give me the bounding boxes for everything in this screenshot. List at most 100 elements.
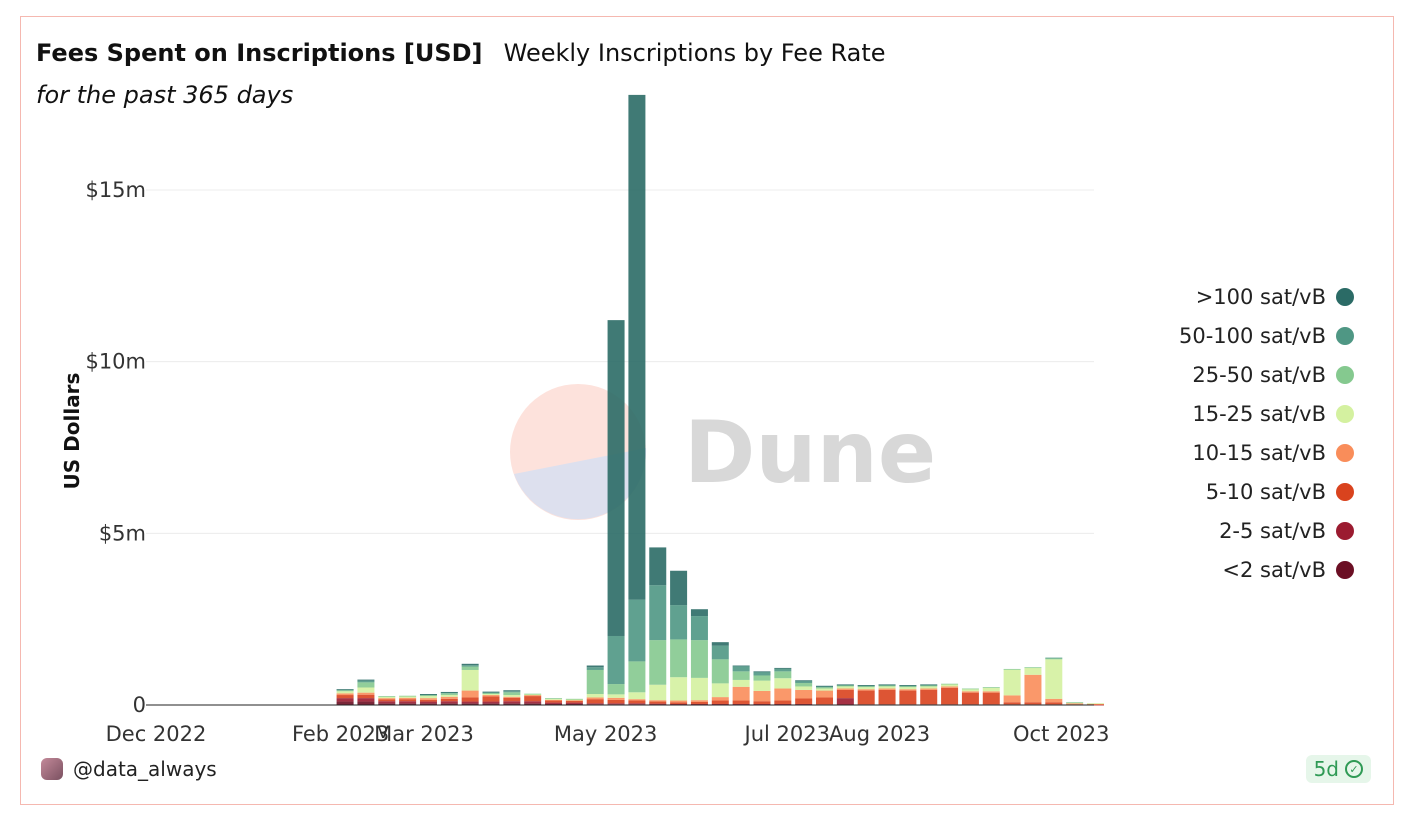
bar-segment xyxy=(836,688,854,690)
bar-segment xyxy=(1024,702,1042,705)
bar-segment xyxy=(461,697,479,702)
bar-segment xyxy=(378,696,396,699)
x-tick-label: Mar 2023 xyxy=(374,722,474,746)
bar-segment xyxy=(857,685,875,686)
bar-segment xyxy=(1024,674,1042,703)
bar-segment xyxy=(732,703,750,705)
bar-segment xyxy=(482,691,500,693)
bar-segment xyxy=(524,694,542,696)
bar-segment xyxy=(628,703,646,705)
bar-segment xyxy=(336,695,354,699)
bar-segment xyxy=(836,685,854,687)
bar-segment xyxy=(774,700,792,704)
bar-segment xyxy=(607,703,625,705)
bar-segment xyxy=(503,701,521,704)
bar-segment xyxy=(670,702,688,704)
bar-segment xyxy=(857,687,875,690)
bar-segment xyxy=(357,687,375,693)
bar-segment xyxy=(961,691,979,693)
bar-segment xyxy=(1003,668,1021,670)
bar-segment xyxy=(628,599,646,662)
bar-segment xyxy=(607,684,625,695)
legend-label: 5-10 sat/vB xyxy=(1206,480,1326,504)
bar-segment xyxy=(357,680,375,683)
bar-segment xyxy=(565,700,583,703)
freshness-label: 5d xyxy=(1313,757,1339,781)
bar-segment xyxy=(628,700,646,704)
bar-segment xyxy=(690,701,708,704)
bar-segment xyxy=(586,699,604,704)
bar-segment xyxy=(961,692,979,705)
bar-segment xyxy=(1003,669,1021,696)
chart-subtitle: Weekly Inscriptions by Fee Rate xyxy=(503,39,886,67)
bar-segment xyxy=(899,685,917,686)
avatar xyxy=(41,758,63,780)
bar-segment xyxy=(982,687,1000,688)
legend-marker xyxy=(1336,366,1354,384)
bar-segment xyxy=(878,689,896,705)
bar-segment xyxy=(795,680,813,682)
bar-segment xyxy=(399,697,417,700)
bar-segment xyxy=(482,694,500,696)
bar-segment xyxy=(690,700,708,702)
bar-segment xyxy=(920,688,938,690)
bar-segment xyxy=(482,701,500,704)
bar-segment xyxy=(565,702,583,704)
bar-segment xyxy=(503,691,521,693)
bar-segment xyxy=(649,701,667,704)
bar-segment xyxy=(607,694,625,698)
chart-card: Fees Spent on Inscriptions [USD] Weekly … xyxy=(20,16,1394,805)
bar-segment xyxy=(795,683,813,687)
watermark-text: Dune xyxy=(684,403,936,503)
bar-segment xyxy=(357,679,375,681)
bar-segment xyxy=(545,703,563,705)
bar-segment xyxy=(774,668,792,672)
bar-segment xyxy=(836,686,854,689)
bar-segment xyxy=(419,699,437,702)
bar-segment xyxy=(545,698,563,700)
bar-segment xyxy=(524,703,542,705)
y-axis-label: US Dollars xyxy=(60,373,84,490)
bar-segment xyxy=(399,695,417,697)
bar-segment xyxy=(419,695,437,697)
bar-segment xyxy=(440,691,458,693)
bar-segment xyxy=(711,700,729,704)
bar-segment xyxy=(899,685,917,688)
bar-segment xyxy=(649,684,667,701)
bar-segment xyxy=(419,694,437,695)
bar-segment xyxy=(607,699,625,704)
bar-segment xyxy=(503,690,521,692)
bar-segment xyxy=(503,697,521,702)
bar-segment xyxy=(586,694,604,698)
bar-segment xyxy=(920,684,938,686)
bar-segment xyxy=(1024,667,1042,669)
bar-segment xyxy=(565,698,583,700)
bar-segment xyxy=(670,605,688,640)
bar-segment xyxy=(816,687,834,689)
bar-segment xyxy=(419,698,437,700)
bar-segment xyxy=(586,697,604,700)
bar-segment xyxy=(378,698,396,700)
bar-segment xyxy=(857,690,875,705)
bar-segment xyxy=(545,699,563,701)
bar-segment xyxy=(649,700,667,702)
bar-segment xyxy=(482,695,500,697)
bar-segment xyxy=(732,671,750,680)
bar-segment xyxy=(586,703,604,705)
check-icon: ✓ xyxy=(1345,760,1363,778)
bar-segment xyxy=(816,685,834,687)
author-link[interactable]: @data_always xyxy=(41,757,217,781)
bar-segment xyxy=(461,701,479,704)
y-tick-label: 0 xyxy=(133,693,146,717)
bar-segment xyxy=(670,570,688,606)
freshness-badge[interactable]: 5d ✓ xyxy=(1305,755,1371,783)
bar-segment xyxy=(670,700,688,703)
bar-segment xyxy=(419,701,437,704)
bar-segment xyxy=(670,639,688,678)
x-tick-label: Jul 2023 xyxy=(743,722,830,746)
bar-segment xyxy=(961,688,979,690)
bar-segment xyxy=(649,703,667,705)
bar-segment xyxy=(461,669,479,691)
bar-segment xyxy=(357,682,375,688)
